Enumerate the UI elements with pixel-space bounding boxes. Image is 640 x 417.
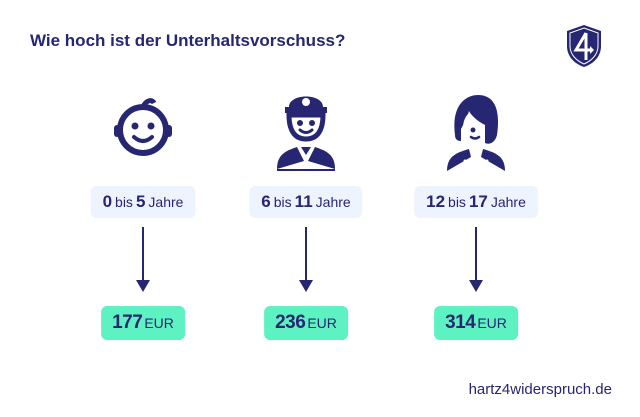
age-range-pill: 12 bis 17 Jahre <box>414 186 538 218</box>
baby-face-icon <box>114 98 172 156</box>
amount-value: 177 <box>112 312 143 333</box>
age-bis: bis <box>115 194 133 210</box>
age-bis: bis <box>273 194 292 210</box>
age-to: 5 <box>135 192 146 211</box>
age-to: 11 <box>294 192 313 211</box>
arrowhead-icon <box>299 280 313 292</box>
page-title: Wie hoch ist der Unterhaltsvorschuss? <box>30 31 346 50</box>
age-unit: Jahre <box>315 194 351 210</box>
age-bis: bis <box>448 194 466 210</box>
amount-currency: EUR <box>144 315 174 331</box>
arrow-down-icon <box>305 227 307 283</box>
age-range-pill: 6 bis 11 Jahre <box>249 186 363 218</box>
arrow-down-icon <box>475 227 477 283</box>
age-from: 12 <box>426 192 446 211</box>
age-from: 0 <box>102 192 113 211</box>
amount-pill: 177 EUR <box>101 306 185 340</box>
amount-value: 236 <box>275 312 306 333</box>
age-unit: Jahre <box>148 194 184 210</box>
amount-pill: 314 EUR <box>434 306 518 340</box>
website-url: hartz4widerspruch.de <box>468 381 612 398</box>
amount-pill: 236 EUR <box>264 306 348 340</box>
amount-currency: EUR <box>307 315 337 331</box>
age-to: 17 <box>468 192 488 211</box>
age-unit: Jahre <box>490 194 526 210</box>
amount-currency: EUR <box>477 315 507 331</box>
arrowhead-icon <box>136 280 150 292</box>
age-range-pill: 0 bis 5 Jahre <box>90 186 196 218</box>
arrow-down-icon <box>142 227 144 283</box>
age-from: 6 <box>261 192 271 211</box>
arrowhead-icon <box>469 280 483 292</box>
teen-girl-icon <box>447 95 505 171</box>
child-with-cap-icon <box>277 96 335 171</box>
amount-value: 314 <box>445 312 476 333</box>
shield-4-logo-icon <box>567 25 601 67</box>
